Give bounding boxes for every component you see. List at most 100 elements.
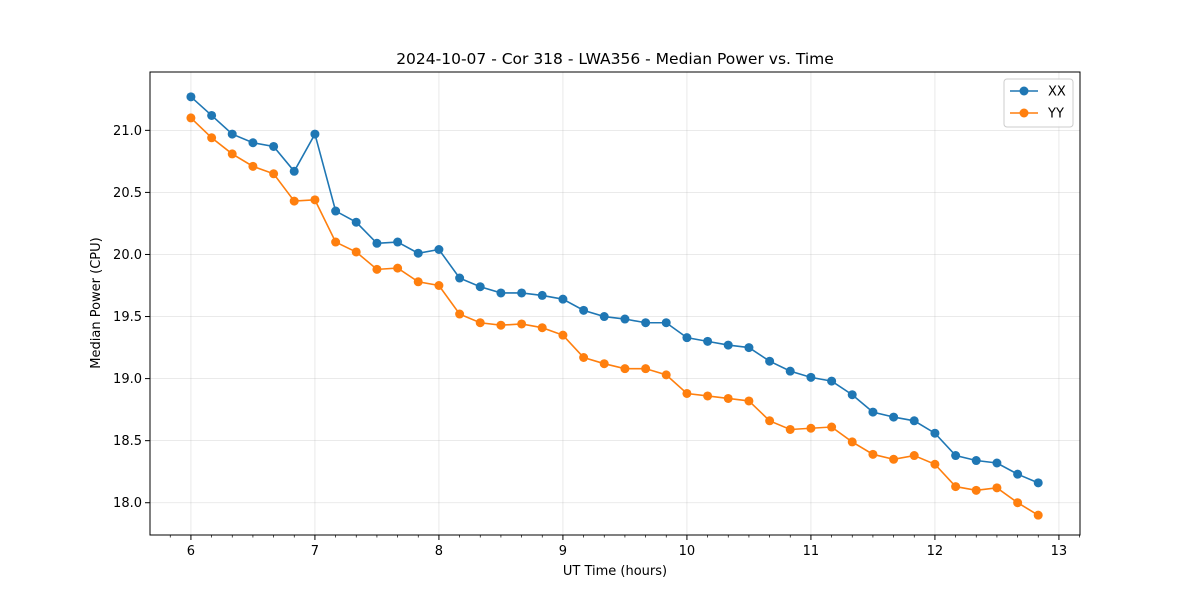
data-point-xx	[744, 343, 754, 353]
data-point-yy	[599, 359, 609, 369]
data-point-yy	[413, 277, 423, 287]
data-point-yy	[930, 459, 940, 469]
data-point-yy	[806, 423, 816, 433]
data-point-yy	[455, 309, 465, 319]
y-axis-label: Median Power (CPU)	[89, 237, 104, 368]
data-point-xx	[599, 312, 609, 322]
data-point-xx	[269, 141, 279, 151]
axes: 6 7 8 9 10 11 12 13 18.0 18.5 19.0 19.5 20.0 20.5 21.0	[113, 124, 1080, 559]
data-point-yy	[289, 196, 299, 206]
data-point-xx	[351, 217, 361, 227]
data-point-yy	[227, 149, 237, 159]
data-point-yy	[434, 281, 444, 291]
data-point-yy	[186, 113, 196, 123]
data-point-yy	[909, 451, 919, 461]
data-point-yy	[558, 330, 568, 340]
x-tick-label: 11	[803, 544, 820, 559]
series-layer	[186, 92, 1043, 520]
x-tick-label: 7	[311, 544, 319, 559]
data-point-xx	[393, 237, 403, 247]
data-point-xx	[372, 238, 382, 248]
data-point-yy	[765, 416, 775, 426]
x-tick-label: 13	[1051, 544, 1068, 559]
data-point-yy	[248, 161, 258, 171]
data-point-xx	[765, 356, 775, 366]
data-point-yy	[682, 388, 692, 398]
data-point-xx	[703, 336, 713, 346]
data-point-xx	[620, 314, 630, 324]
data-point-yy	[723, 393, 733, 403]
data-point-xx	[641, 318, 651, 328]
data-point-xx	[992, 458, 1002, 468]
data-point-yy	[847, 437, 857, 447]
data-point-xx	[723, 340, 733, 350]
plot-frame	[149, 71, 1081, 536]
legend: XX YY	[1003, 78, 1074, 128]
data-point-xx	[951, 451, 961, 461]
legend-label-yy: YY	[1047, 107, 1064, 122]
data-point-yy	[537, 323, 547, 333]
data-point-xx	[289, 166, 299, 176]
y-tick-label: 20.5	[113, 186, 142, 201]
data-point-xx	[971, 456, 981, 466]
data-point-xx	[909, 416, 919, 426]
y-tick-label: 20.0	[113, 248, 142, 263]
data-point-yy	[661, 370, 671, 380]
data-point-yy	[703, 391, 713, 401]
data-point-yy	[475, 318, 485, 328]
y-tick-label: 21.0	[113, 124, 142, 139]
data-point-yy	[1033, 510, 1043, 520]
x-tick-label: 6	[187, 544, 195, 559]
legend-marker-yy	[1019, 108, 1029, 118]
chart-title: 2024-10-07 - Cor 318 - LWA356 - Median P…	[396, 50, 834, 68]
y-tick-label: 19.0	[113, 372, 142, 387]
data-point-yy	[517, 319, 527, 329]
data-point-yy	[372, 264, 382, 274]
data-point-xx	[207, 110, 217, 120]
y-tick-label: 18.5	[113, 434, 142, 449]
data-point-xx	[1033, 478, 1043, 488]
data-point-yy	[620, 364, 630, 374]
data-point-xx	[785, 366, 795, 376]
legend-marker-xx	[1019, 86, 1029, 96]
x-tick-label: 8	[435, 544, 443, 559]
y-tick-label: 19.5	[113, 310, 142, 325]
data-point-xx	[434, 245, 444, 255]
data-point-xx	[579, 305, 589, 315]
data-point-xx	[682, 333, 692, 343]
legend-label-xx: XX	[1048, 85, 1066, 100]
data-point-yy	[496, 320, 506, 330]
data-point-yy	[827, 422, 837, 432]
data-point-xx	[331, 206, 341, 216]
data-point-yy	[868, 449, 878, 459]
data-point-yy	[310, 195, 320, 205]
data-point-yy	[785, 424, 795, 434]
data-point-xx	[558, 294, 568, 304]
data-point-yy	[331, 237, 341, 247]
data-point-xx	[248, 138, 258, 148]
data-point-xx	[517, 288, 527, 298]
data-point-xx	[310, 129, 320, 139]
data-point-yy	[744, 396, 754, 406]
data-point-xx	[930, 428, 940, 438]
data-point-xx	[537, 290, 547, 300]
data-point-yy	[889, 454, 899, 464]
data-point-xx	[889, 412, 899, 422]
x-tick-label: 10	[679, 544, 696, 559]
data-point-xx	[227, 129, 237, 139]
data-point-xx	[186, 92, 196, 102]
data-point-yy	[351, 247, 361, 257]
data-point-xx	[847, 390, 857, 400]
data-point-yy	[1013, 498, 1023, 508]
x-tick-label: 9	[559, 544, 567, 559]
data-point-yy	[641, 364, 651, 374]
x-axis-label: UT Time (hours)	[563, 564, 667, 579]
data-point-xx	[496, 288, 506, 298]
data-point-xx	[661, 318, 671, 328]
data-point-xx	[806, 372, 816, 382]
data-point-yy	[951, 482, 961, 492]
data-point-xx	[413, 248, 423, 258]
y-tick-label: 18.0	[113, 496, 142, 511]
